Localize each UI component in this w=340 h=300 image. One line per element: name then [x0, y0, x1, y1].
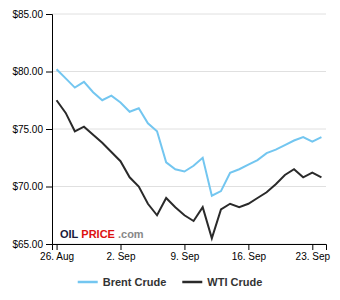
y-tick-label: $65.00: [12, 239, 43, 250]
x-tick-label: 9. Sep: [170, 251, 199, 262]
y-tick: $65.00: [12, 239, 52, 250]
legend-swatch: [78, 281, 98, 284]
y-tick-mark: [46, 72, 52, 73]
x-tick: 2. Sep: [107, 244, 136, 262]
x-tick: 16. Sep: [232, 244, 267, 262]
y-tick-label: $80.00: [12, 66, 43, 77]
y-tick-mark: [46, 244, 52, 245]
series-line: [57, 69, 322, 196]
x-axis: 26. Aug 2. Sep 9. Sep 16. Sep 23. Sep: [40, 244, 330, 262]
x-axis-line: [53, 245, 327, 251]
legend-swatch: [182, 281, 202, 284]
legend-label: Brent Crude: [103, 276, 167, 288]
y-tick-label: $70.00: [12, 181, 43, 192]
grid-line: [52, 129, 326, 130]
y-axis-line: [46, 15, 53, 245]
annotations: OILPRICE.com: [60, 228, 144, 240]
x-tick-label: 16. Sep: [232, 251, 267, 262]
legend-label: WTI Crude: [207, 276, 262, 288]
plot: $65.00 $70.00 $75.00 $80.00 $85.00 26. Aug 2. …: [12, 9, 330, 262]
grid: [52, 14, 326, 244]
y-tick-label: $75.00: [12, 124, 43, 135]
x-tick-label: 23. Sep: [296, 251, 331, 262]
y-tick: $75.00: [12, 124, 52, 135]
y-tick: $85.00: [12, 9, 52, 20]
annotation: .com: [118, 228, 144, 240]
annotation: OIL: [60, 228, 79, 240]
x-tick-mark: [248, 244, 249, 250]
lines: [57, 69, 322, 238]
legend-item: WTI Crude: [182, 276, 262, 288]
grid-line: [52, 71, 326, 72]
y-tick: $70.00: [12, 181, 52, 192]
y-tick-label: $85.00: [12, 9, 43, 20]
grid-line: [52, 14, 326, 15]
grid-line: [52, 186, 326, 187]
y-tick-mark: [46, 187, 52, 188]
x-tick-mark: [57, 244, 58, 250]
legend-item: Brent Crude: [78, 276, 167, 288]
x-tick: 23. Sep: [296, 244, 331, 262]
x-tick: 9. Sep: [170, 244, 199, 262]
series-line: [57, 100, 322, 238]
legend: Brent Crude WTI Crude: [78, 276, 263, 288]
y-tick-mark: [46, 129, 52, 130]
x-tick: 26. Aug: [40, 244, 74, 262]
x-tick-mark: [312, 244, 313, 250]
y-axis: $65.00 $70.00 $75.00 $80.00 $85.00: [12, 9, 52, 250]
chart: $65.00 $70.00 $75.00 $80.00 $85.00 26. Aug 2. …: [0, 0, 340, 300]
x-tick-mark: [121, 244, 122, 250]
y-tick: $80.00: [12, 66, 52, 77]
x-tick-label: 26. Aug: [40, 251, 74, 262]
y-tick-mark: [46, 14, 52, 15]
annotation: PRICE: [81, 228, 115, 240]
x-tick-label: 2. Sep: [107, 251, 136, 262]
x-tick-mark: [184, 244, 185, 250]
